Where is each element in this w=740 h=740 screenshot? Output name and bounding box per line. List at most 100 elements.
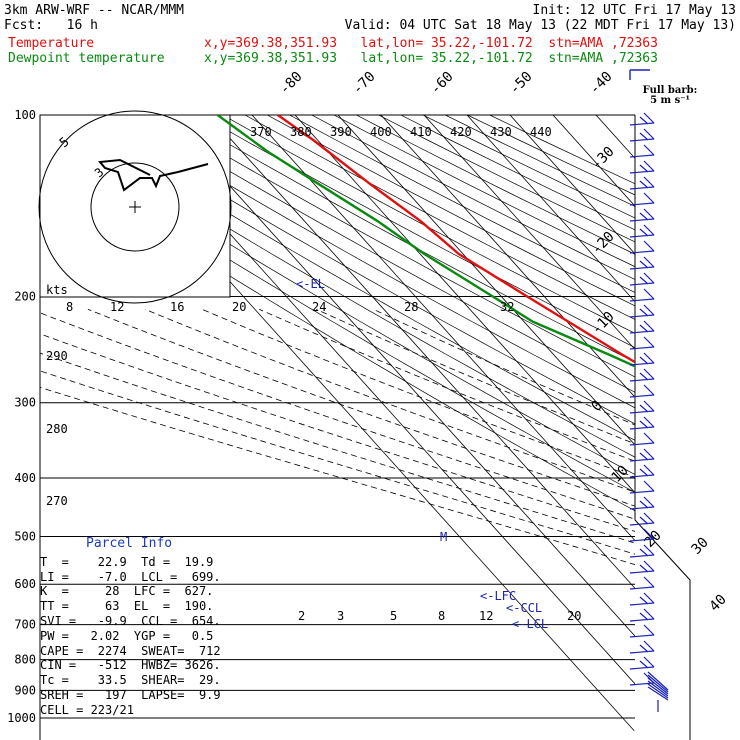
wind-barb	[629, 666, 655, 670]
hodograph-speed-label: 20	[232, 300, 246, 314]
wind-barb	[629, 410, 655, 414]
wind-barb-flag	[639, 356, 649, 365]
wind-barb	[647, 674, 669, 693]
theta-label: 290	[46, 349, 68, 363]
pressure-label: 500	[14, 529, 36, 543]
wind-barb-flag	[643, 512, 655, 524]
wind-barb	[629, 250, 655, 254]
isotherm-label: -50	[507, 69, 536, 98]
wind-barb	[629, 570, 655, 574]
wind-barb	[647, 680, 669, 697]
dry-adiabat	[422, 115, 635, 219]
wind-barb-flag	[643, 624, 655, 636]
wind-barb	[629, 314, 655, 318]
isotherm-label: 40	[707, 592, 730, 615]
hodograph-ring-outer	[38, 110, 232, 304]
wind-barb	[629, 282, 655, 286]
forecast-hour: Fcst: 16 h	[4, 18, 98, 33]
dewpoint-profile	[216, 115, 635, 368]
wind-barb-flag	[643, 480, 655, 492]
wind-barb-flag	[639, 372, 649, 381]
wind-barb-flag	[639, 564, 649, 573]
mixing-ratio-label: 8	[438, 609, 445, 623]
wind-barb-flag	[643, 192, 655, 204]
wind-barb-flag	[643, 608, 655, 620]
wind-barb-flag	[643, 368, 655, 380]
full-barb-units: 5 m s⁻¹	[650, 95, 690, 106]
isotherm	[725, 115, 740, 731]
dry-adiabat	[40, 125, 635, 475]
wind-barb-flag	[643, 416, 655, 428]
dry-adiabat	[133, 115, 635, 393]
moist-adiabat	[201, 308, 635, 478]
wind-barb	[629, 218, 655, 222]
dry-adiabat	[111, 115, 635, 409]
pressure-label: 1000	[7, 711, 36, 725]
mixing-ratio-label: 2	[298, 609, 305, 623]
wind-barb	[629, 618, 655, 622]
wind-barb	[629, 682, 655, 686]
wind-barb-flag	[643, 224, 655, 236]
background-lines	[40, 115, 740, 732]
wind-barb	[629, 650, 655, 654]
mixing-ratio-label: 5	[390, 609, 397, 623]
wind-barb	[629, 490, 655, 494]
wind-barb-flag	[643, 640, 655, 652]
dry-adiabat	[378, 115, 635, 243]
parcel-info-panel: Parcel Info T = 22.9 Td = 19.9 LI = -7.0 …	[40, 536, 230, 737]
parcel-info-row: K = 28 LFC = 627.	[40, 584, 214, 599]
theta-e-label: 370	[250, 125, 272, 139]
wind-barb-flag	[643, 144, 655, 156]
mixing-ratio-label: 20	[567, 609, 581, 623]
wind-barb-flag	[643, 448, 655, 460]
dry-adiabat	[44, 115, 635, 458]
wind-barb	[629, 202, 655, 206]
wind-barb-flag	[643, 208, 655, 220]
isotherm	[552, 115, 635, 207]
pressure-label: 700	[14, 618, 36, 632]
wind-barb-flag	[643, 400, 655, 412]
isotherm	[380, 115, 635, 398]
profiles	[216, 115, 635, 368]
theta-label: 280	[46, 422, 68, 436]
dry-adiabat	[155, 115, 635, 378]
dry-adiabat	[267, 115, 635, 307]
isotherm	[595, 115, 635, 159]
wind-barb-flag	[643, 432, 655, 444]
isobars	[39, 114, 691, 740]
parcel-info-row: PW = 2.02 YGP = 0.5	[40, 628, 214, 643]
isotherm-label: -10	[589, 309, 618, 338]
parcel-info-row: TT = 63 EL = 190.	[40, 599, 214, 614]
wind-barb-flag	[639, 644, 649, 653]
full-barb-label: Full barb:	[642, 85, 698, 96]
wind-barb-flag	[643, 464, 655, 476]
temperature-location: x,y=369.38,351.93 lat,lon= 35.22,-101.72…	[204, 36, 658, 51]
isotherm	[208, 115, 635, 589]
wind-barb	[629, 186, 655, 190]
wind-barb-flag	[639, 212, 649, 221]
wind-barb-flag	[643, 656, 655, 668]
wind-barb-flag	[643, 384, 655, 396]
wind-barb-flag	[639, 516, 649, 525]
dry-adiabat	[222, 115, 635, 334]
hodograph-speed-label: 16	[170, 300, 184, 314]
moist-adiabat	[144, 308, 635, 493]
parcel-info-row: LI = -7.0 LCL = 699.	[40, 569, 221, 584]
isotherm	[337, 115, 635, 446]
wind-barb-flag	[643, 576, 655, 588]
wind-barb-flag	[639, 548, 649, 557]
wind-barb	[647, 677, 669, 695]
wind-barb	[629, 170, 655, 174]
dewpoint-legend: Dewpoint temperature	[8, 51, 165, 66]
model-title: 3km ARW-WRF -- NCAR/MMM	[4, 3, 185, 18]
wind-barb-flag	[643, 528, 655, 540]
wind-barb	[629, 602, 655, 606]
hodograph-speed-label: 8	[66, 300, 73, 314]
parcel-info-row: CIN = -512 HWBZ= 3626.	[40, 658, 221, 673]
hodograph-speed-label: 24	[312, 300, 326, 314]
temperature-profile	[277, 115, 635, 364]
dry-adiabat	[40, 155, 635, 512]
theta-e-label: 440	[530, 125, 552, 139]
wind-barb-flag	[639, 308, 649, 317]
